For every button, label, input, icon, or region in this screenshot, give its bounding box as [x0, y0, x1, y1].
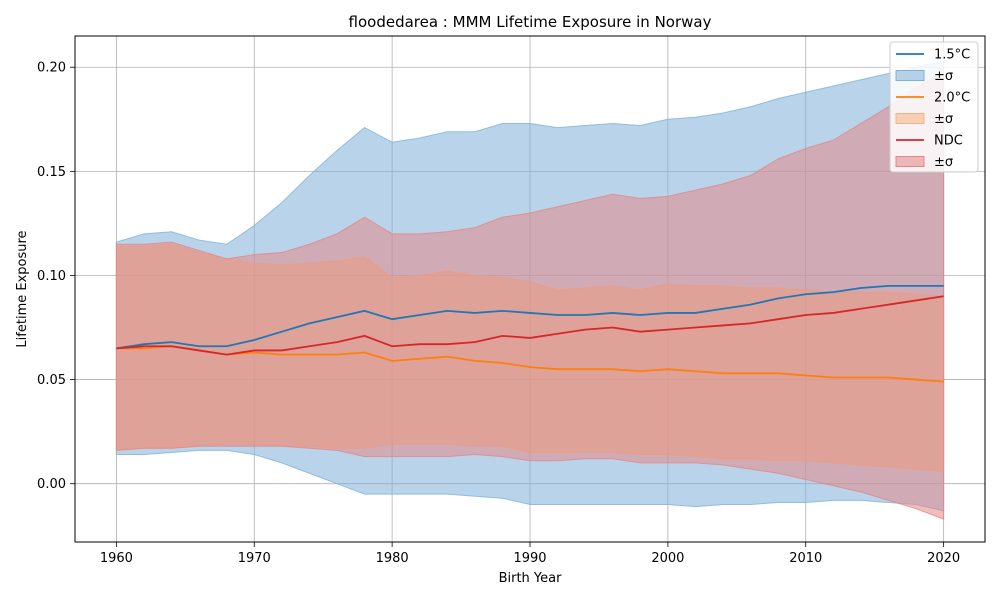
- legend-band-swatch: [895, 156, 925, 167]
- y-tick-label: 0.15: [37, 165, 66, 180]
- y-tick-label: 0.20: [37, 61, 66, 76]
- y-tick-label: 0.10: [37, 269, 66, 284]
- x-axis: 1960 1970 1980 1990 2000 2010 2020: [100, 542, 960, 566]
- x-tick-label: 1960: [100, 551, 133, 566]
- legend-label: ±σ: [934, 155, 953, 170]
- x-tick-label: 1970: [238, 551, 271, 566]
- legend-band-swatch: [895, 113, 925, 124]
- series-line-0: [116, 284, 944, 350]
- bands: [115, 60, 945, 520]
- chart-title: floodedarea : MMM Lifetime Exposure in N…: [349, 13, 712, 31]
- x-tick-label: 1990: [513, 551, 546, 566]
- legend-label: 2.0°C: [934, 91, 970, 106]
- x-tick-label: 2000: [651, 551, 684, 566]
- x-tick-label: 1980: [376, 551, 409, 566]
- legend-label: ±σ: [934, 112, 953, 127]
- legend: 1.5°C ±σ 2.0°C ±σ NDC ±σ: [889, 41, 979, 173]
- y-axis-title: Lifetime Exposure: [15, 230, 30, 347]
- band-2: [115, 70, 945, 520]
- legend-label: 1.5°C: [934, 48, 970, 63]
- legend-label: NDC: [934, 134, 963, 149]
- x-tick-label: 2020: [927, 551, 960, 566]
- legend-label: ±σ: [934, 69, 953, 84]
- series-lines: [116, 284, 944, 383]
- legend-band-swatch: [895, 70, 925, 81]
- x-tick-label: 2010: [789, 551, 822, 566]
- y-tick-label: 0.05: [37, 373, 66, 388]
- y-tick-label: 0.00: [37, 477, 66, 492]
- x-axis-title: Birth Year: [499, 571, 563, 586]
- series-line-2: [116, 295, 944, 356]
- y-axis: 0.00 0.05 0.10 0.15 0.20: [37, 61, 75, 492]
- series-line-1: [116, 345, 944, 383]
